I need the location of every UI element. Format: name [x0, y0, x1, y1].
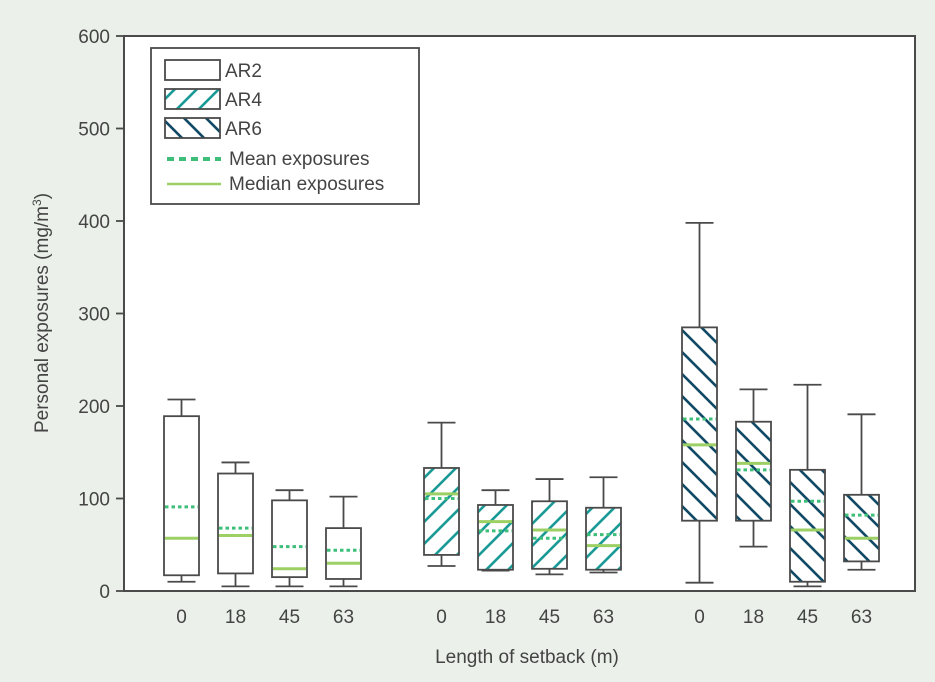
series-ar6	[681, 221, 880, 588]
y-axis-ticks: 0 100 200 300 400 500 600	[78, 27, 124, 603]
legend-label-ar2: AR2	[225, 61, 262, 82]
legend-swatch-ar2	[164, 59, 221, 81]
x-tick-label: 63	[851, 607, 872, 628]
box-iqr	[217, 472, 254, 575]
x-tick-label: 18	[743, 607, 764, 628]
legend-label-ar4: AR4	[225, 90, 262, 111]
box-iqr	[681, 326, 718, 522]
y-axis-title-close: )	[32, 193, 53, 199]
x-tick-label: 63	[593, 607, 614, 628]
box-iqr	[271, 499, 308, 579]
legend-label-ar6: AR6	[225, 119, 262, 140]
y-tick-label: 100	[78, 490, 110, 511]
box-iqr	[325, 527, 362, 580]
series-ar4	[423, 421, 622, 576]
box-iqr	[531, 500, 568, 570]
x-axis-title: Length of setback (m)	[435, 647, 619, 668]
x-tick-label: 63	[333, 607, 354, 628]
y-tick-label: 200	[78, 397, 110, 418]
x-tick-label: 18	[485, 607, 506, 628]
x-tick-label: 45	[279, 607, 300, 628]
y-axis-title-superscript: 3	[30, 199, 44, 206]
x-tick-label: 0	[176, 607, 187, 628]
legend: AR2 AR4 AR6 Mean exposures Median exposu…	[150, 47, 420, 205]
y-tick-label: 0	[99, 582, 110, 603]
x-tick-label: 45	[797, 607, 818, 628]
legend-label-mean: Mean exposures	[229, 149, 369, 170]
box-iqr	[789, 468, 826, 583]
y-tick-label: 400	[78, 212, 110, 233]
x-axis-ticks: 0 18 45 63 0 18 45 63 0 18 45 63	[176, 607, 872, 628]
y-tick-label: 500	[78, 120, 110, 141]
x-tick-label: 18	[225, 607, 246, 628]
box-iqr	[477, 504, 514, 571]
box-iqr	[585, 506, 622, 571]
series-ar2	[163, 398, 362, 588]
y-axis-title: Personal exposures (mg/m3)	[30, 193, 53, 433]
box-iqr	[843, 493, 880, 563]
x-tick-label: 0	[694, 607, 705, 628]
legend-label-median: Median exposures	[229, 174, 384, 195]
x-tick-label: 0	[436, 607, 447, 628]
legend-swatch-ar4	[164, 88, 221, 110]
box-iqr	[423, 467, 460, 556]
box-iqr	[163, 415, 200, 577]
y-axis-title-main: Personal exposures (mg/m	[32, 206, 53, 433]
legend-swatch-ar6	[164, 117, 221, 139]
y-tick-label: 600	[78, 27, 110, 48]
y-tick-label: 300	[78, 305, 110, 326]
x-tick-label: 45	[539, 607, 560, 628]
box-series	[163, 221, 880, 588]
